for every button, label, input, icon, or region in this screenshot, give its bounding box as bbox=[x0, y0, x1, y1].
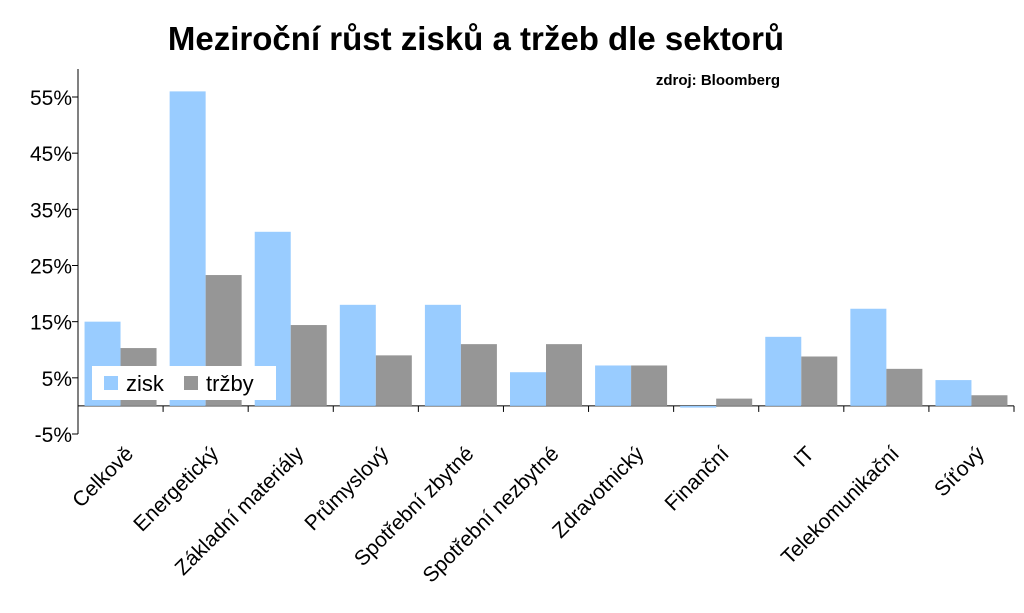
bars bbox=[84, 91, 1008, 408]
bar-zisk bbox=[680, 405, 717, 408]
bar-zisk bbox=[935, 380, 972, 406]
y-tick-label: 45% bbox=[30, 143, 72, 166]
legend-swatch-zisk bbox=[104, 376, 118, 390]
bar-tržby bbox=[375, 355, 412, 406]
y-tick-label: 25% bbox=[30, 256, 72, 279]
bar-zisk bbox=[339, 304, 376, 406]
legend-swatch-tržby bbox=[184, 376, 198, 390]
bar-zisk bbox=[595, 365, 632, 406]
legend-label-zisk: zisk bbox=[126, 371, 165, 396]
legend-label-tržby: tržby bbox=[206, 371, 254, 396]
bar-zisk bbox=[424, 304, 461, 406]
bar-tržby bbox=[290, 325, 327, 406]
x-tick-label: Energetický bbox=[129, 442, 223, 536]
legend: zisk tržby bbox=[92, 366, 276, 400]
y-tick-label: 35% bbox=[30, 199, 72, 222]
source-note: zdroj: Bloomberg bbox=[656, 72, 780, 89]
bar-zisk bbox=[850, 308, 887, 406]
bar-tržby bbox=[546, 344, 582, 406]
x-tick-label: Celkově bbox=[68, 442, 138, 512]
x-tick-label: Průmyslový bbox=[300, 442, 393, 535]
bar-tržby bbox=[801, 356, 838, 406]
chart-title: Meziroční růst zisků a tržeb dle sektorů bbox=[168, 20, 784, 57]
y-tick-label: -5% bbox=[35, 424, 72, 447]
y-tick-label: 5% bbox=[42, 368, 72, 391]
x-tick-label: Finanční bbox=[660, 442, 733, 515]
x-tick-label: IT bbox=[789, 442, 819, 472]
bar-tržby bbox=[886, 368, 923, 406]
bar-tržby bbox=[460, 344, 497, 406]
x-tick-label: Síťový bbox=[930, 442, 989, 501]
bar-zisk bbox=[510, 372, 546, 406]
y-tick-label: 55% bbox=[30, 87, 72, 110]
bar-zisk bbox=[765, 336, 802, 406]
bar-tržby bbox=[716, 398, 753, 406]
y-tick-label: 15% bbox=[30, 312, 72, 335]
bar-tržby bbox=[971, 395, 1008, 406]
bar-tržby bbox=[631, 365, 668, 406]
bar-zisk bbox=[169, 91, 206, 406]
x-tick-label: Zdravotnický bbox=[548, 442, 649, 543]
